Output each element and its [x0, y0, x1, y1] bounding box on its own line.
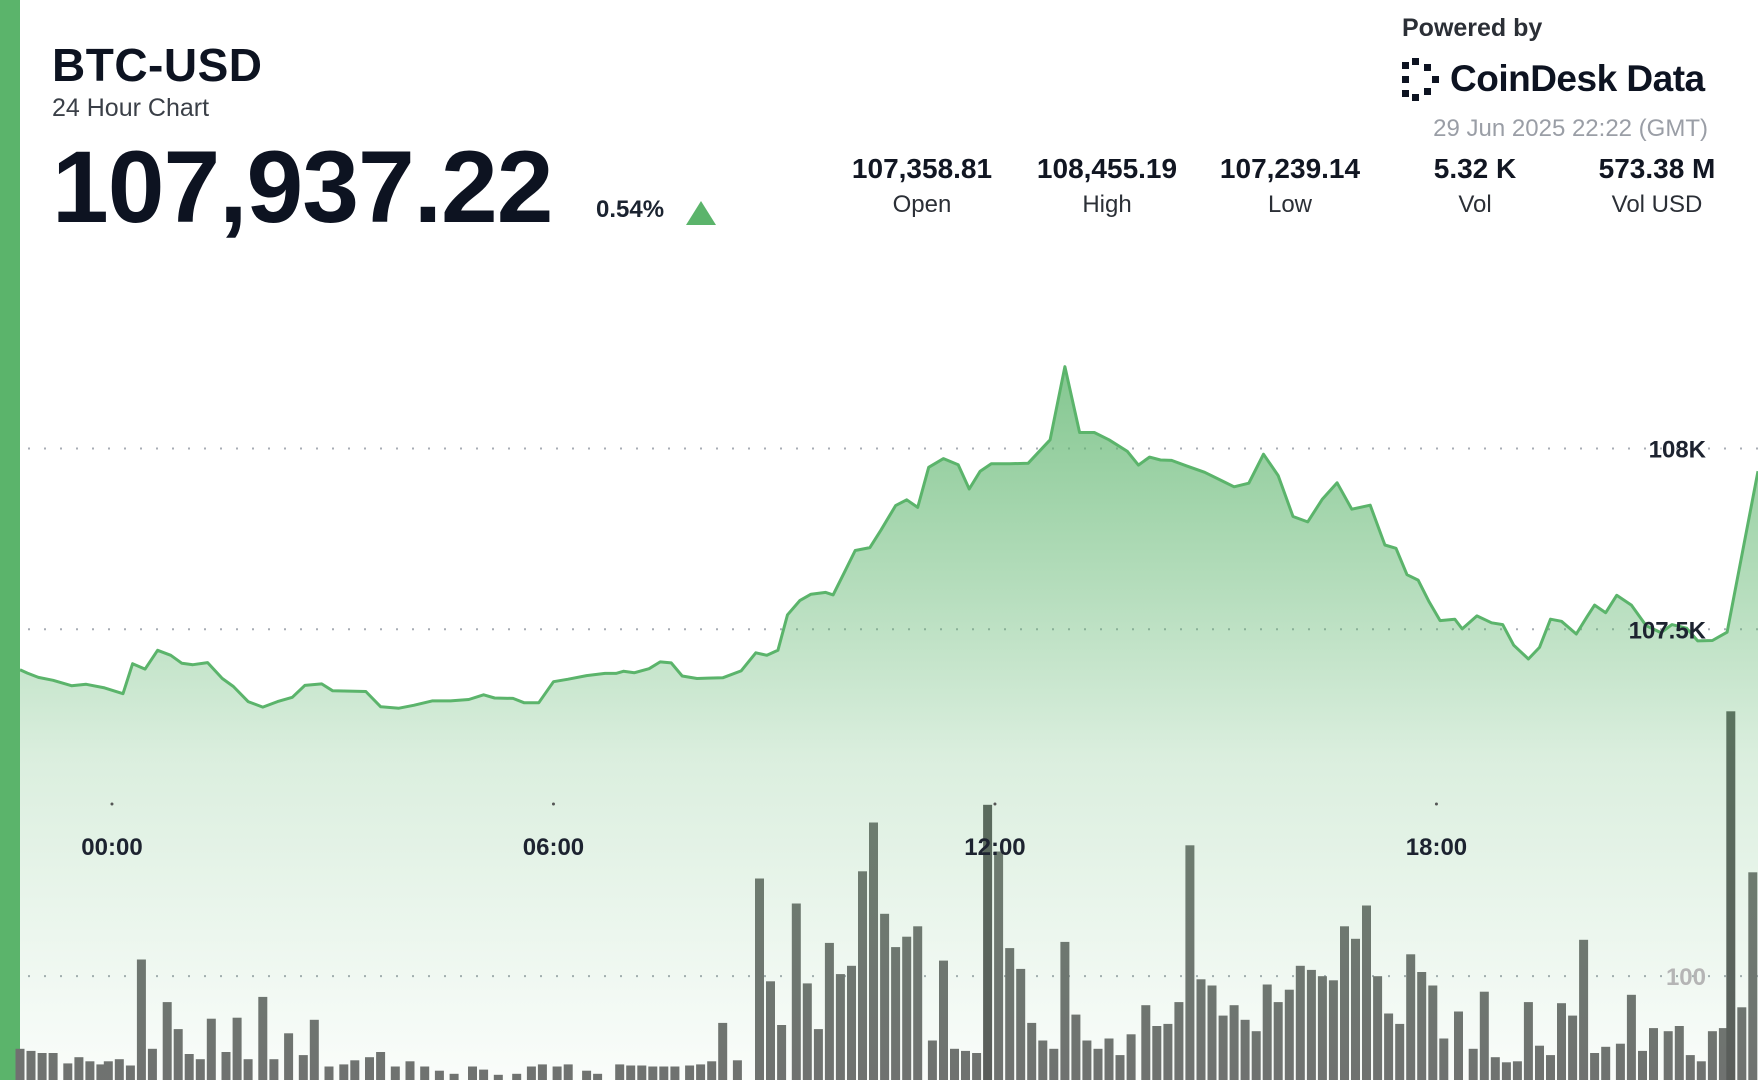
x-tick-mark [110, 802, 114, 806]
x-tick-label: 06:00 [523, 834, 584, 861]
accent-bar [0, 0, 20, 1080]
stat-value: 108,455.19 [1036, 153, 1178, 184]
x-tick-mark [551, 802, 555, 806]
price-line [19, 365, 1758, 710]
symbol-title: BTC-USD [52, 39, 263, 91]
stat-label: Vol USD [1611, 191, 1703, 218]
stat-vol: 5.32 K Vol [1385, 155, 1565, 217]
stat-high: 108,455.19 High [1017, 155, 1197, 217]
stat-value: 107,358.81 [851, 153, 993, 184]
x-axis-ticks: 00:00 06:00 12:00 18:00 [81, 802, 1467, 861]
stat-open: 107,358.81 Open [832, 155, 1012, 217]
stat-value: 5.32 K [1433, 153, 1517, 184]
x-tick-label: 00:00 [81, 834, 142, 861]
change-percent: 0.54% [596, 196, 665, 223]
chart-subtitle: 24 Hour Chart [52, 94, 210, 122]
y-tick-label: 108K [1649, 436, 1707, 463]
stat-vol-usd: 573.38 M Vol USD [1567, 155, 1747, 217]
stat-low: 107,239.14 Low [1200, 155, 1380, 217]
stat-label: Vol [1458, 191, 1492, 218]
current-price: 107,937.22 [52, 130, 553, 244]
stat-label: Open [892, 191, 952, 218]
brand-name: CoinDesk Data [1450, 58, 1705, 99]
stat-value: 573.38 M [1598, 153, 1716, 184]
triangle-up-icon [686, 201, 716, 225]
x-tick-mark [993, 802, 997, 806]
y-tick-label: 107.5K [1629, 617, 1707, 644]
price-area-fill [20, 366, 1758, 1080]
x-tick-label: 18:00 [1406, 834, 1467, 861]
coindesk-logo-icon [1402, 58, 1439, 101]
price-area [19, 365, 1758, 1080]
y-axis-ticks: 108K 107.5K 100 [1629, 436, 1707, 991]
stat-label: Low [1267, 191, 1313, 218]
x-tick-label: 12:00 [964, 834, 1025, 861]
timestamp: 29 Jun 2025 22:22 (GMT) [1433, 115, 1708, 142]
powered-by-label: Powered by [1402, 14, 1543, 42]
stat-label: High [1082, 191, 1132, 218]
x-tick-mark [1434, 802, 1438, 806]
volume-tick-label: 100 [1666, 964, 1706, 991]
stat-value: 107,239.14 [1219, 153, 1361, 184]
